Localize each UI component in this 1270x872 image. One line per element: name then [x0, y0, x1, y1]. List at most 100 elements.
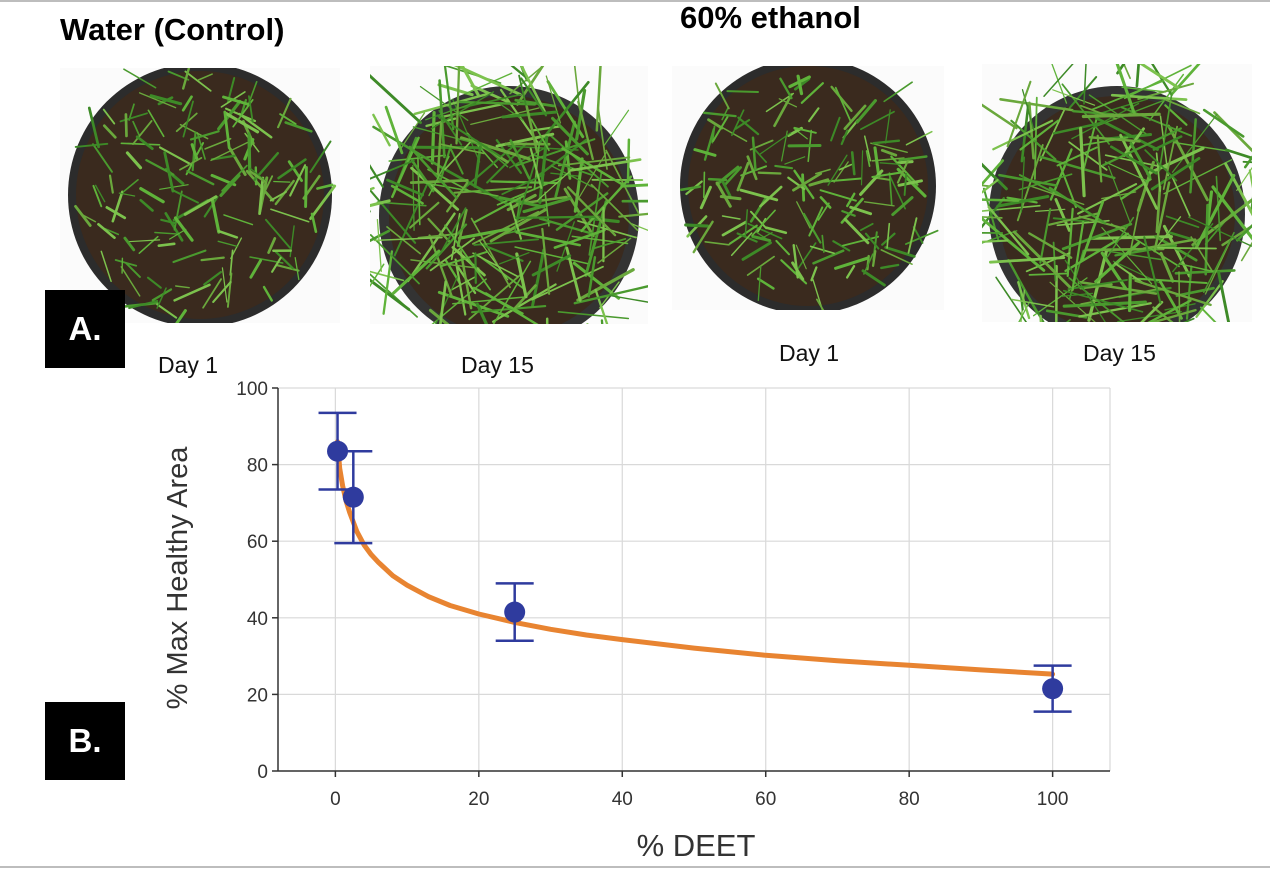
pot-water-day15-illustration: [370, 66, 648, 324]
grass-blade: [515, 231, 581, 247]
photo-water-day15: [370, 66, 648, 324]
grass-blade: [138, 92, 177, 109]
grass-blade: [817, 202, 830, 221]
grass-blade: [470, 217, 511, 289]
grass-blade: [449, 146, 464, 175]
grass-blade: [217, 240, 239, 248]
grass-blade: [525, 105, 539, 154]
grass-blade: [382, 250, 394, 315]
grass-blade: [185, 142, 205, 176]
grass-blade: [891, 196, 914, 217]
grass-blade: [1158, 280, 1183, 320]
grass-blade: [531, 254, 572, 277]
grass-blade: [516, 66, 545, 106]
grass-blade: [274, 250, 294, 270]
grass-blade: [551, 116, 589, 156]
day-label-ethanol-day1: Day 1: [779, 340, 840, 366]
grass-blade: [247, 132, 252, 172]
grass-blade: [859, 169, 884, 196]
grass-blade: [863, 135, 872, 162]
grass-blade: [410, 158, 435, 193]
grass-blade: [156, 287, 167, 309]
grass-blade: [94, 184, 106, 203]
grass-blade: [880, 148, 898, 157]
grass-blade: [982, 103, 1018, 130]
grass-blade: [721, 215, 741, 220]
grass-blade: [982, 159, 1005, 187]
grass-blade: [982, 198, 1020, 202]
grass-blade: [860, 110, 895, 131]
data-point: [342, 486, 364, 508]
grass-blade: [204, 137, 232, 150]
grass-blade: [888, 172, 893, 206]
grass-blade: [1183, 317, 1195, 322]
grass-blade: [1083, 64, 1087, 105]
grass-blade: [269, 190, 287, 202]
grass-blade: [224, 111, 260, 134]
grass-blade: [880, 249, 913, 265]
grass-blade: [270, 208, 310, 223]
grass-blade: [1204, 203, 1209, 276]
grass-blade: [808, 178, 830, 187]
grass-blade: [520, 66, 546, 113]
grass-blade: [533, 141, 541, 191]
photo-ethanol-day15: [982, 64, 1252, 322]
grass-blade: [1199, 306, 1217, 322]
grass-blade: [557, 311, 630, 320]
grass-blade: [118, 192, 136, 197]
grass-blade: [702, 111, 737, 118]
grass-blade: [1185, 265, 1193, 320]
grass-blade: [370, 270, 405, 282]
grass-blade: [262, 285, 274, 302]
grass-blade: [440, 250, 489, 268]
grass-blade: [730, 232, 753, 257]
grass-blade: [173, 216, 194, 242]
grass-blade: [794, 242, 817, 274]
grass-blade: [168, 228, 187, 240]
grass-blade: [1039, 207, 1052, 264]
grass-blade: [861, 269, 886, 287]
grass-blade: [1178, 271, 1181, 322]
grass-blade: [284, 121, 313, 133]
grass-blade: [489, 208, 547, 243]
data-point: [1042, 678, 1064, 700]
grass-blade: [1159, 251, 1175, 283]
grass-blade: [1039, 155, 1116, 180]
grass-blade: [497, 101, 525, 122]
grass-blade: [577, 100, 594, 161]
grass-blade: [1006, 80, 1032, 148]
grass-blade: [838, 163, 853, 171]
grass-blade: [629, 222, 648, 232]
grass-blade: [173, 283, 211, 302]
grass-blade: [1236, 224, 1252, 242]
grass-blade: [841, 235, 880, 247]
grass-blade: [1150, 308, 1197, 322]
grass-blade: [294, 257, 300, 281]
y-tick-label: 60: [247, 532, 268, 553]
grass-blade: [1079, 282, 1113, 290]
grass-blade: [159, 184, 189, 190]
grass-blade: [884, 245, 916, 258]
grass-blade: [1165, 215, 1200, 229]
grass-blade: [747, 222, 783, 240]
grass-blade: [514, 215, 600, 220]
y-tick-label: 100: [236, 379, 268, 400]
grass-blade: [427, 217, 451, 244]
grass-blade: [104, 227, 120, 236]
x-tick-label: 100: [1037, 789, 1069, 810]
grass-blade: [147, 109, 165, 138]
grass-blade: [108, 174, 114, 194]
grass-blade: [982, 230, 1018, 244]
grass-blade: [92, 143, 113, 173]
grass-blade: [1018, 301, 1031, 322]
grass-blade: [258, 176, 265, 216]
grass-blade: [554, 120, 577, 198]
grass-blade: [151, 288, 173, 302]
grass-blade: [1051, 64, 1068, 104]
grass-blade: [996, 194, 1050, 208]
grass-blade: [834, 256, 870, 270]
fit-curve: [335, 439, 1056, 677]
grass-blade: [905, 130, 933, 146]
grass-blade: [773, 93, 793, 128]
grass-blade: [808, 206, 824, 237]
